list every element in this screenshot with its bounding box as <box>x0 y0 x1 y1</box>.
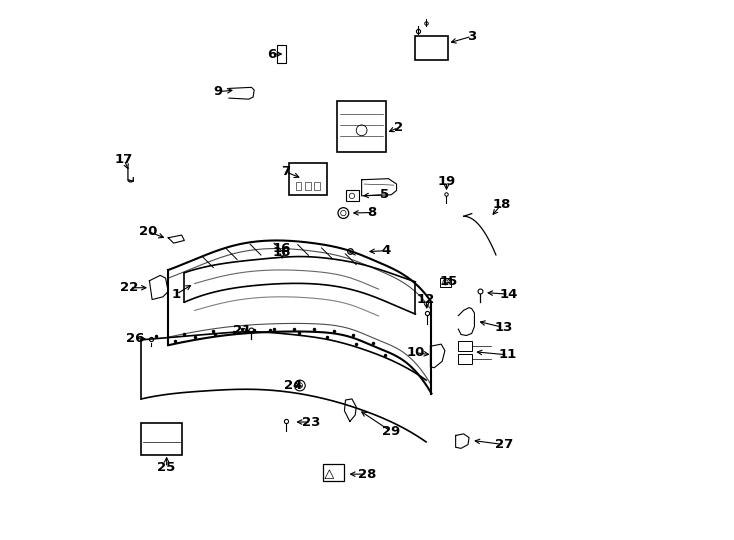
Bar <box>458 354 472 364</box>
Text: 15: 15 <box>440 275 458 288</box>
Bar <box>440 278 451 287</box>
Text: 9: 9 <box>213 85 222 98</box>
Text: 16: 16 <box>273 242 291 255</box>
Bar <box>323 464 344 481</box>
Text: 3: 3 <box>467 30 476 43</box>
Text: 20: 20 <box>139 225 157 238</box>
Text: 13: 13 <box>494 321 512 334</box>
Bar <box>142 423 181 455</box>
Text: 23: 23 <box>302 416 320 429</box>
Text: 8: 8 <box>368 206 377 219</box>
Text: 22: 22 <box>120 281 139 294</box>
Text: 7: 7 <box>281 165 290 178</box>
Bar <box>296 182 302 191</box>
Text: 10: 10 <box>406 346 424 359</box>
Text: 25: 25 <box>158 461 175 474</box>
Text: 26: 26 <box>126 332 144 345</box>
Text: 18: 18 <box>492 198 510 211</box>
Text: 5: 5 <box>380 188 389 201</box>
Text: 6: 6 <box>266 48 276 60</box>
Bar <box>314 182 320 191</box>
Text: 11: 11 <box>498 348 517 361</box>
Text: 19: 19 <box>437 175 456 188</box>
Text: 4: 4 <box>381 244 390 257</box>
Text: 14: 14 <box>500 288 518 301</box>
Bar <box>289 163 327 195</box>
Text: 28: 28 <box>357 468 377 481</box>
Bar <box>338 101 386 152</box>
Text: 12: 12 <box>417 293 435 306</box>
Bar <box>305 182 310 191</box>
Text: 1: 1 <box>172 288 181 301</box>
Text: 24: 24 <box>283 379 302 392</box>
Bar <box>277 45 286 63</box>
Text: 17: 17 <box>115 153 134 166</box>
Bar <box>346 191 359 201</box>
Text: 29: 29 <box>382 424 400 437</box>
Text: 2: 2 <box>393 121 403 134</box>
Text: 16: 16 <box>273 246 291 259</box>
Bar <box>458 341 472 350</box>
Text: 27: 27 <box>495 438 513 451</box>
Bar <box>415 36 448 60</box>
Text: 21: 21 <box>233 324 252 337</box>
